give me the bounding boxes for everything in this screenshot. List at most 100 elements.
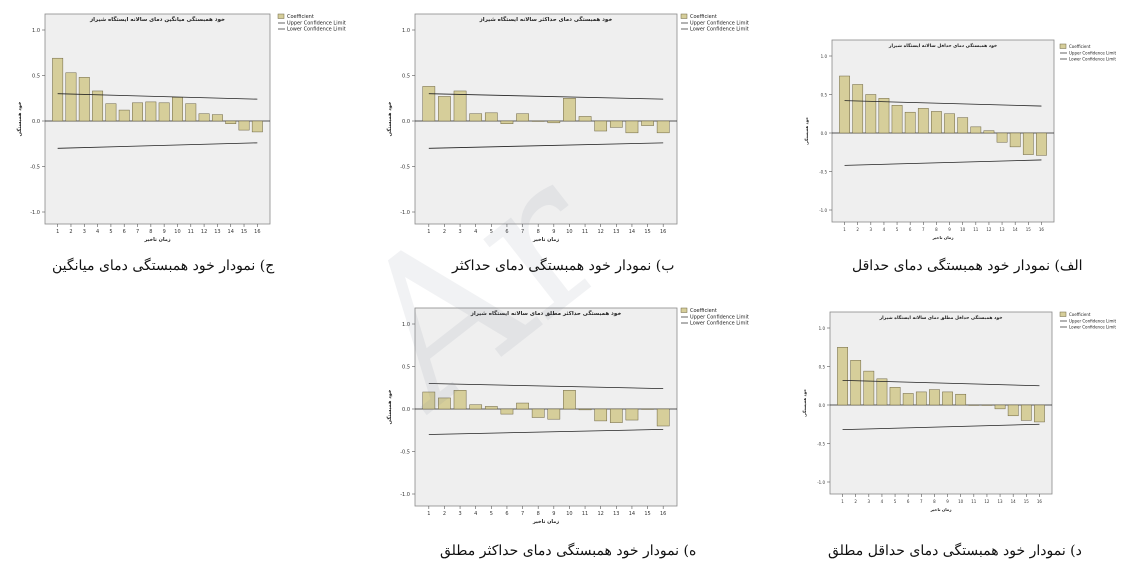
caption-mean: ج) نمودار خود همبستگی دمای میانگین: [52, 258, 275, 274]
x-tick-label: 14: [228, 229, 234, 235]
lower-confidence-line: [842, 423, 1040, 431]
bar: [422, 86, 436, 122]
legend-lower-label: Lower Confidence Limit: [690, 27, 749, 33]
x-tick-label: 5: [490, 229, 493, 235]
legend-coefficient-label: Coefficient: [1069, 44, 1091, 49]
x-tick-label: 16: [1039, 227, 1045, 232]
x-tick-label: 8: [933, 499, 936, 504]
bar: [469, 404, 483, 410]
x-tick-label: 11: [973, 227, 979, 232]
x-tick-label: 11: [582, 511, 588, 517]
x-tick-label: 14: [629, 229, 635, 235]
x-tick-label: 11: [188, 229, 194, 235]
bar: [453, 90, 467, 122]
y-tick-label: 0.0: [402, 119, 410, 125]
chart-title: خود همبستگی دمای حداکثر سالانه ایستگاه ش…: [479, 16, 613, 23]
bar: [531, 408, 545, 418]
plot-area: [831, 39, 1055, 223]
x-tick-label: 3: [458, 511, 461, 517]
x-tick-label: 6: [505, 229, 508, 235]
chart-title: خود همبستگی دمای حداقل سالانه ایستگاه شی…: [888, 42, 997, 49]
x-tick-label: 10: [566, 511, 572, 517]
x-tick-label: 6: [907, 499, 910, 504]
bar: [852, 84, 864, 134]
upper-confidence-line: [428, 383, 664, 389]
legend-coefficient-label: Coefficient: [287, 14, 314, 20]
plot-area: [44, 13, 271, 225]
bar: [1034, 404, 1045, 423]
chart-absolute-max-temperature: خود همبستگی حداکثر مطلق دمای سالانه ایست…: [386, 307, 749, 525]
bar: [944, 113, 955, 134]
x-tick-label: 3: [870, 227, 873, 232]
bar: [52, 57, 64, 122]
bar: [889, 387, 901, 406]
bar: [132, 102, 143, 122]
legend-lower-label: Lower Confidence Limit: [287, 27, 346, 33]
x-tick-label: 6: [505, 511, 508, 517]
legend-coefficient-swatch: [1059, 43, 1067, 49]
caption-absmax: ه) نمودار خود همبستگی دمای حداکثر مطلق: [440, 543, 697, 559]
caption-max: ب) نمودار خود همبستگی دمای حداکثر: [452, 258, 675, 274]
bar: [955, 393, 967, 406]
bar: [994, 404, 1006, 410]
upper-confidence-line: [57, 93, 258, 100]
x-tick-label: 1: [843, 227, 846, 232]
bar: [118, 109, 130, 122]
y-tick-label: 0.0: [821, 131, 828, 136]
legend-upper-label: Upper Confidence Limit: [1069, 319, 1116, 324]
x-tick-label: 13: [1000, 227, 1006, 232]
x-tick-label: 15: [1026, 227, 1032, 232]
x-tick-label: 8: [537, 511, 540, 517]
x-tick-label: 7: [521, 229, 524, 235]
x-axis-label: زمان تاخیر: [532, 237, 559, 243]
x-tick-label: 9: [946, 499, 949, 504]
chart-mean-temperature: خود همبستگی میانگین دمای سالانه ایستگاه …: [16, 13, 346, 243]
bar: [65, 72, 77, 122]
y-axis-label: خود همبستگی: [386, 101, 393, 136]
bar: [500, 408, 514, 415]
y-tick-label: 0.5: [819, 365, 826, 370]
bar: [484, 112, 498, 122]
y-tick-label: -0.5: [400, 450, 410, 456]
caption-min: الف) نمودار خود همبستگی دمای حداقل: [852, 258, 1083, 274]
bar: [902, 393, 914, 406]
y-tick-label: 0.0: [32, 119, 40, 125]
y-tick-label: -0.5: [400, 165, 410, 171]
bar: [1007, 404, 1019, 417]
x-tick-label: 16: [660, 511, 666, 517]
bar: [863, 370, 875, 406]
x-tick-label: 8: [149, 229, 152, 235]
y-tick-label: 0.0: [402, 407, 410, 413]
bar: [158, 102, 170, 122]
bar: [850, 360, 862, 406]
chart-min-temperature: خود همبستگی دمای حداقل سالانه ایستگاه شی…: [804, 39, 1116, 240]
x-tick-label: 10: [960, 227, 966, 232]
bar: [563, 390, 576, 410]
y-axis-label: خود همبستگی: [16, 101, 23, 136]
x-tick-label: 7: [922, 227, 925, 232]
legend-coefficient-swatch: [680, 13, 688, 19]
bar: [904, 111, 916, 134]
legend-coefficient-label: Coefficient: [1069, 312, 1091, 317]
y-tick-label: -1.0: [817, 480, 825, 485]
lower-confidence-line: [428, 429, 664, 435]
x-tick-label: 5: [894, 499, 897, 504]
bar: [891, 105, 903, 134]
y-axis-label: خود همبستگی: [386, 389, 393, 424]
x-tick-label: 3: [458, 229, 461, 235]
x-tick-label: 9: [163, 229, 166, 235]
bar: [105, 103, 117, 122]
lower-confidence-line: [57, 142, 258, 149]
bar: [484, 406, 498, 410]
x-tick-label: 5: [490, 511, 493, 517]
bar: [917, 108, 929, 134]
x-tick-label: 4: [883, 227, 886, 232]
caption-absmin: د) نمودار خود همبستگی دمای حداقل مطلق: [828, 543, 1082, 559]
legend-lower-label: Lower Confidence Limit: [690, 321, 749, 327]
x-tick-label: 15: [644, 229, 650, 235]
x-tick-label: 4: [474, 511, 477, 517]
x-tick-label: 2: [443, 229, 446, 235]
chart-title: خود همبستگی حداقل مطلق دمای سالانه ایستگ…: [879, 314, 1003, 321]
bar: [238, 120, 250, 131]
